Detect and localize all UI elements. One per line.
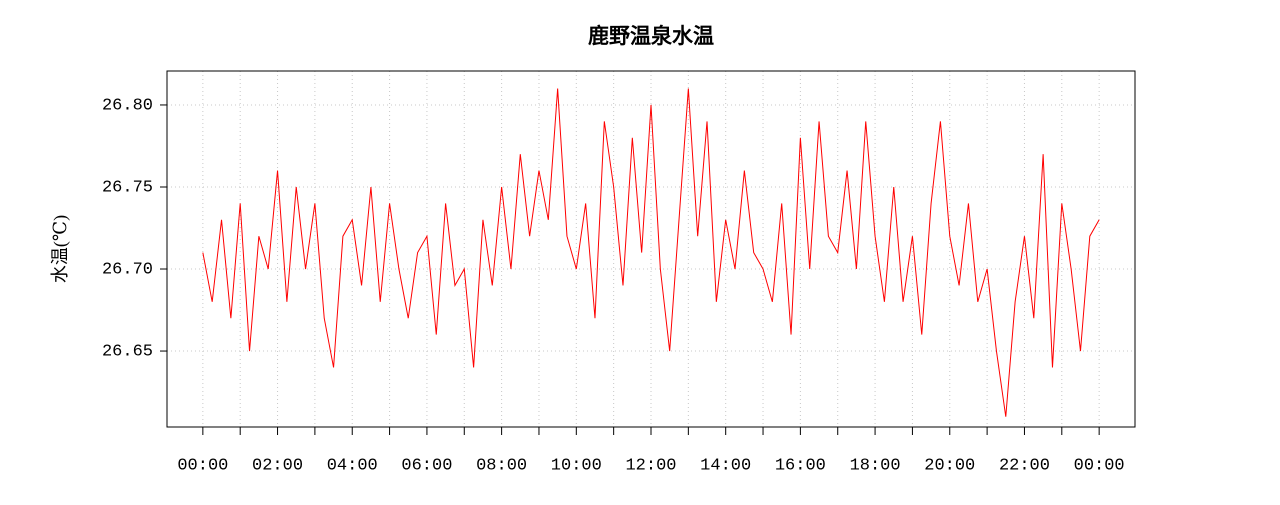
x-tick-label: 20:00 bbox=[924, 456, 975, 475]
x-tick-label: 02:00 bbox=[252, 456, 303, 475]
x-tick-label: 18:00 bbox=[850, 456, 901, 475]
x-tick-label: 22:00 bbox=[999, 456, 1050, 475]
y-axis-label: 水温(℃) bbox=[50, 215, 71, 283]
chart-title: 鹿野温泉水温 bbox=[588, 24, 714, 48]
x-tick-label: 00:00 bbox=[1074, 456, 1125, 475]
x-tick-label: 04:00 bbox=[327, 456, 378, 475]
x-tick-label: 10:00 bbox=[551, 456, 602, 475]
x-tick-label: 12:00 bbox=[625, 456, 676, 475]
x-tick-label: 16:00 bbox=[775, 456, 826, 475]
x-tick-label: 00:00 bbox=[177, 456, 228, 475]
x-tick-label: 14:00 bbox=[700, 456, 751, 475]
x-tick-label: 08:00 bbox=[476, 456, 527, 475]
x-tick-label: 06:00 bbox=[401, 456, 452, 475]
y-tick-label: 26.70 bbox=[102, 260, 153, 279]
data-line bbox=[202, 88, 1100, 417]
y-tick-label: 26.75 bbox=[102, 178, 153, 197]
y-tick-label: 26.65 bbox=[102, 343, 153, 362]
plot-frame bbox=[166, 70, 1136, 428]
y-tick-label: 26.80 bbox=[102, 96, 153, 115]
